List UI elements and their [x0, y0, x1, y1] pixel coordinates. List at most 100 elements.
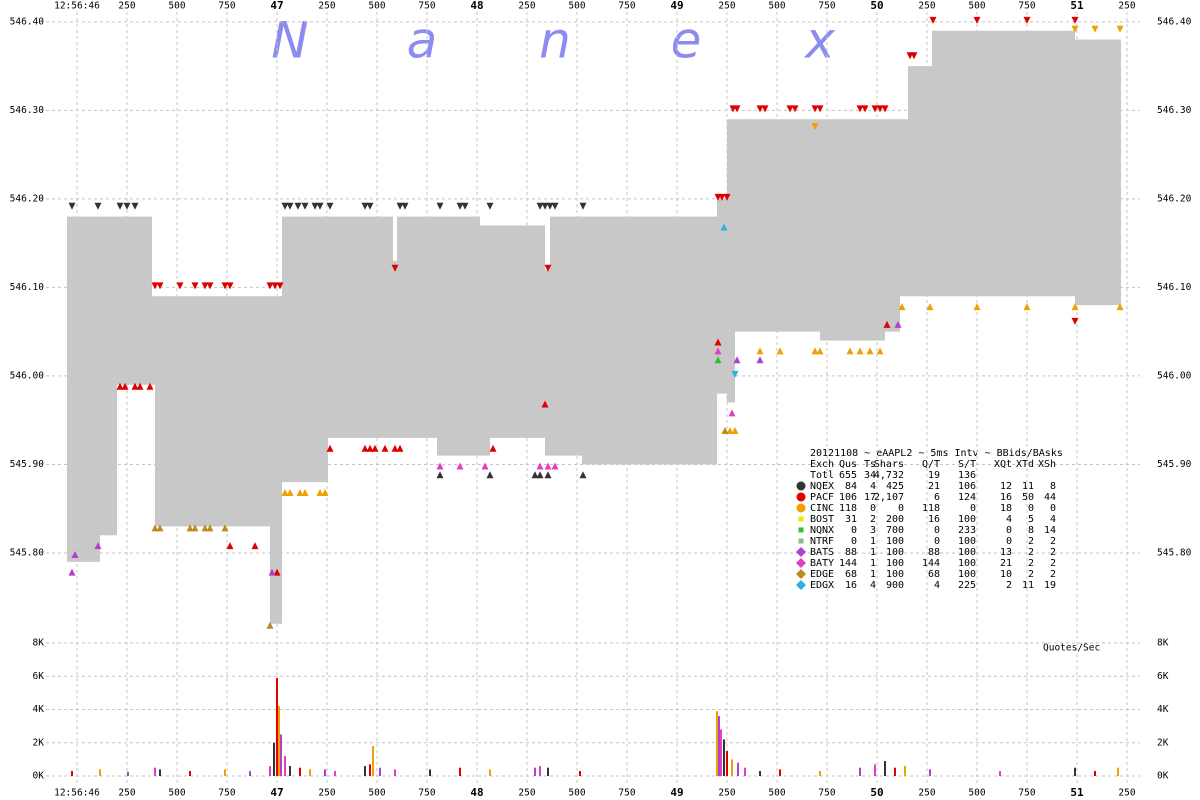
x-tick-label: 250: [318, 1, 335, 12]
column-header: Exch: [810, 459, 834, 470]
ask-marker: [811, 105, 819, 113]
bid-marker: [436, 462, 444, 470]
ask-marker: [456, 202, 464, 210]
ask-marker: [536, 202, 544, 210]
bid-marker: [456, 462, 464, 470]
bid-marker: [811, 347, 819, 355]
total-cell: 34: [864, 470, 876, 481]
volume-bar: [459, 767, 461, 776]
bid-marker: [201, 524, 209, 532]
bid-marker: [326, 444, 334, 452]
spread-band: [480, 225, 490, 456]
stat-cell: 3: [870, 525, 876, 536]
bid-marker: [894, 320, 902, 328]
y-tick-label: 545.90: [1157, 459, 1192, 470]
ask-marker: [731, 370, 739, 378]
watermark-letter: x: [803, 12, 835, 70]
stat-cell: 100: [886, 536, 904, 547]
stat-cell: 19: [1044, 580, 1056, 591]
bid-marker: [720, 223, 728, 231]
ask-marker: [68, 202, 76, 210]
spread-band: [820, 119, 885, 341]
bid-marker: [71, 550, 79, 558]
x-tick-label: 250: [518, 1, 535, 12]
spread-band: [270, 296, 282, 624]
total-cell: Totl: [810, 470, 834, 481]
bid-marker: [191, 524, 199, 532]
spread-band: [67, 216, 100, 562]
volume-bar: [894, 767, 896, 776]
legend-label: PACF: [810, 492, 834, 503]
stat-cell: 31: [845, 514, 857, 525]
y-tick-label: 546.30: [10, 105, 45, 116]
watermark-letter: e: [671, 12, 702, 70]
ask-marker: [929, 16, 937, 24]
stat-cell: 118: [839, 503, 857, 514]
volume-bar: [716, 711, 718, 776]
ask-marker: [316, 202, 324, 210]
column-header: XSh: [1038, 459, 1056, 470]
x-tick-label: 48: [470, 786, 483, 799]
stat-cell: 0: [898, 503, 904, 514]
ask-marker: [1071, 317, 1079, 325]
ask-marker: [973, 16, 981, 24]
y-tick-label: 8K: [1157, 638, 1169, 649]
stat-cell: 16: [1000, 492, 1012, 503]
ask-marker: [544, 264, 552, 272]
x-tick-label: 500: [568, 1, 585, 12]
stat-cell: 0: [851, 536, 857, 547]
bid-marker: [266, 621, 274, 629]
stat-cell: 0: [1006, 525, 1012, 536]
bid-marker: [898, 303, 906, 311]
bid-marker: [131, 382, 139, 390]
ask-marker: [361, 202, 369, 210]
stat-cell: 4: [1006, 514, 1012, 525]
volume-bar: [273, 742, 275, 776]
volume-bar: [731, 759, 733, 776]
spread-band: [1120, 39, 1121, 306]
x-tick-label: 750: [1018, 788, 1035, 799]
x-tick-label: 250: [1118, 788, 1135, 799]
stat-cell: 100: [958, 514, 976, 525]
bid-marker: [714, 356, 722, 364]
ask-marker: [791, 105, 799, 113]
volume-bar: [71, 771, 73, 776]
spread-band: [100, 216, 117, 536]
legend-label: BATY: [810, 558, 834, 569]
volume-bar: [999, 771, 1001, 776]
x-tick-label: 50: [870, 0, 883, 12]
ask-marker: [1023, 16, 1031, 24]
stat-cell: 0: [1006, 536, 1012, 547]
bid-marker: [286, 489, 294, 497]
y-tick-label: 545.80: [10, 547, 45, 558]
bid-marker: [816, 347, 824, 355]
ask-marker: [176, 282, 184, 290]
bid-marker: [156, 524, 164, 532]
stat-cell: 50: [1022, 492, 1034, 503]
stat-cell: 8: [1028, 525, 1034, 536]
bid-marker: [973, 303, 981, 311]
y-tick-label: 546.20: [1157, 193, 1192, 204]
stat-cell: 233: [958, 525, 976, 536]
y-tick-label: 546.40: [1157, 16, 1192, 27]
ask-marker: [551, 202, 559, 210]
volume-bar: [1094, 771, 1096, 776]
x-tick-label: 250: [518, 788, 535, 799]
stat-cell: 0: [851, 525, 857, 536]
stat-cell: 18: [1000, 503, 1012, 514]
ask-marker: [733, 105, 741, 113]
x-tick-label: 500: [368, 1, 385, 12]
bid-marker: [151, 524, 159, 532]
x-tick-label: 250: [118, 1, 135, 12]
stat-cell: 12: [1000, 481, 1012, 492]
volume-bar: [726, 751, 728, 776]
bid-marker: [776, 347, 784, 355]
ask-marker: [191, 282, 199, 290]
stat-cell: 4: [870, 481, 876, 492]
ask-marker: [881, 105, 889, 113]
ask-marker: [871, 105, 879, 113]
volume-bar: [547, 767, 549, 776]
ask-marker: [326, 202, 334, 210]
stat-cell: 0: [934, 525, 940, 536]
stat-cell: 2: [870, 514, 876, 525]
